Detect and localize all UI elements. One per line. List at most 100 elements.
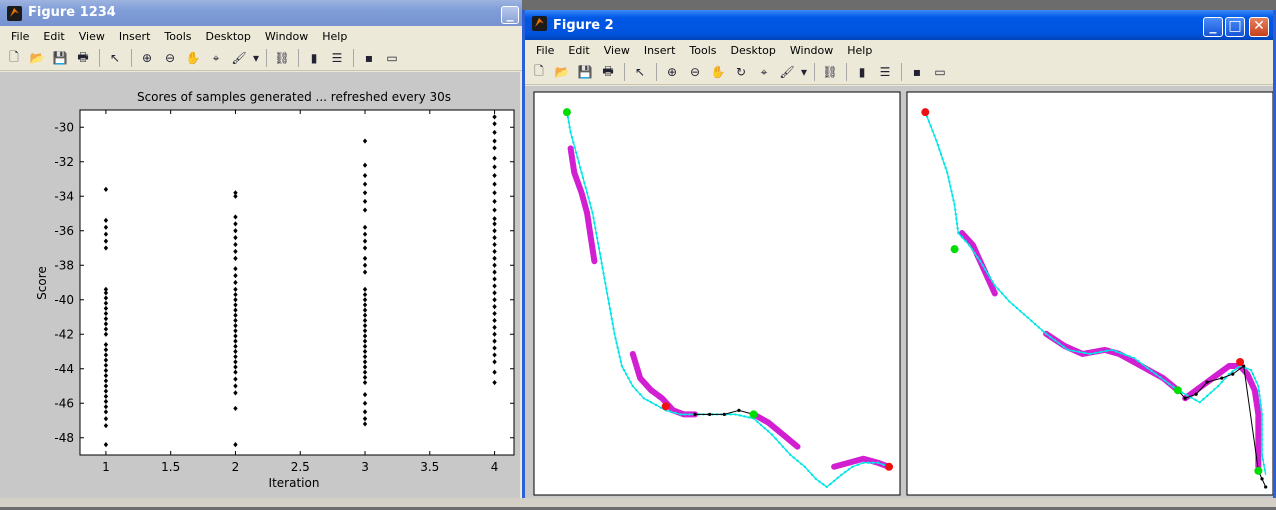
- menu-insert[interactable]: Insert: [118, 29, 151, 43]
- menu-view[interactable]: View: [603, 43, 630, 57]
- menu-desktop[interactable]: Desktop: [205, 29, 251, 43]
- black-point: [1183, 396, 1187, 400]
- dock-icon[interactable]: ▭: [386, 51, 398, 65]
- menu-insert[interactable]: Insert: [643, 43, 676, 57]
- menu-help[interactable]: Help: [847, 43, 873, 57]
- menu-edit[interactable]: Edit: [568, 43, 590, 57]
- print-icon[interactable]: 🖶: [602, 63, 614, 78]
- score-point: [492, 352, 497, 358]
- score-point: [103, 423, 109, 429]
- toolbar-separator: [99, 49, 100, 67]
- save-icon[interactable]: 💾: [577, 65, 593, 79]
- score-point: [492, 297, 497, 303]
- colorbar-icon[interactable]: ▮: [310, 51, 318, 65]
- menu-tools[interactable]: Tools: [689, 43, 717, 57]
- minimize-button[interactable]: _: [501, 6, 519, 24]
- rotate-3d-icon[interactable]: ↻: [735, 65, 747, 79]
- menu-window[interactable]: Window: [264, 29, 309, 43]
- trajectory-point: [747, 416, 751, 419]
- colorbar-icon[interactable]: ▮: [858, 65, 866, 79]
- zoom-in-icon[interactable]: ⊕: [141, 51, 153, 65]
- dock-icon[interactable]: ▭: [934, 65, 946, 79]
- menu-view[interactable]: View: [78, 29, 105, 43]
- black-point: [708, 412, 712, 416]
- trajectory-point: [591, 211, 594, 215]
- minimize-button[interactable]: _: [1203, 17, 1223, 37]
- maximize-button[interactable]: □: [1225, 17, 1245, 37]
- trajectory-point: [931, 129, 934, 133]
- trajectory-point: [1099, 350, 1103, 354]
- score-point: [492, 331, 497, 337]
- trajectory-point: [785, 449, 788, 452]
- new-file-icon[interactable]: 🗋: [534, 63, 544, 78]
- open-folder-icon[interactable]: 📂: [554, 65, 570, 79]
- score-point: [103, 388, 109, 394]
- pointer-icon[interactable]: ↖: [634, 65, 646, 79]
- menu-window[interactable]: Window: [789, 43, 834, 57]
- pan-hand-icon[interactable]: ✋: [185, 51, 201, 65]
- score-point: [362, 224, 368, 230]
- score-point: [492, 359, 497, 365]
- trajectory-point: [600, 262, 603, 265]
- y-tick-label: -40: [54, 293, 74, 307]
- menu-file[interactable]: File: [11, 29, 30, 43]
- menu-tools[interactable]: Tools: [164, 29, 192, 43]
- figure-1234-titlebar[interactable]: Figure 1234 _: [0, 0, 522, 26]
- trajectory-point: [1145, 366, 1149, 369]
- trajectory-point: [927, 120, 931, 123]
- menu-file[interactable]: File: [536, 43, 555, 57]
- brush-dropdown-icon[interactable]: ▾: [800, 65, 808, 79]
- zoom-out-icon[interactable]: ⊖: [689, 65, 701, 79]
- trajectory-point: [976, 256, 979, 259]
- zoom-in-icon[interactable]: ⊕: [666, 65, 678, 79]
- menu-bar: File Edit View Insert Tools Desktop Wind…: [0, 26, 522, 46]
- hide-tools-icon[interactable]: ▪: [364, 51, 374, 65]
- toolbar-separator: [353, 49, 354, 67]
- hide-tools-icon[interactable]: ▪: [912, 65, 922, 79]
- brush-icon[interactable]: 🖌: [231, 51, 247, 65]
- print-icon[interactable]: 🖶: [77, 49, 89, 64]
- data-cursor-icon[interactable]: ⌖: [212, 50, 220, 65]
- trajectory-point: [1037, 326, 1040, 329]
- save-icon[interactable]: 💾: [52, 51, 68, 65]
- score-point: [362, 409, 368, 415]
- trajectory-point: [953, 203, 956, 207]
- menu-edit[interactable]: Edit: [43, 29, 65, 43]
- brush-icon[interactable]: 🖌: [779, 65, 795, 79]
- score-point: [362, 172, 368, 179]
- menu-help[interactable]: Help: [322, 29, 348, 43]
- trajectory-point: [589, 206, 593, 210]
- pointer-icon[interactable]: ↖: [109, 51, 121, 65]
- trajectory-plots[interactable]: [525, 86, 1274, 507]
- score-scatter-chart[interactable]: Scores of samples generated ... refreshe…: [0, 72, 520, 507]
- trajectory-point: [876, 461, 880, 464]
- brush-dropdown-icon[interactable]: ▾: [252, 51, 260, 65]
- open-folder-icon[interactable]: 📂: [29, 51, 45, 65]
- score-point: [362, 207, 368, 213]
- trajectory-point: [1030, 319, 1033, 323]
- score-point: [103, 245, 109, 251]
- score-point: [103, 416, 109, 422]
- link-icon[interactable]: ⛓: [274, 51, 290, 65]
- trajectory-point: [829, 482, 832, 486]
- zoom-out-icon[interactable]: ⊖: [164, 51, 176, 65]
- legend-icon[interactable]: ☰: [331, 51, 343, 65]
- data-cursor-icon[interactable]: ⌖: [760, 64, 768, 79]
- close-button[interactable]: ✕: [1249, 17, 1269, 37]
- trajectory-point: [1202, 397, 1205, 401]
- trajectory-point: [1066, 348, 1070, 352]
- score-point: [233, 193, 238, 199]
- pan-hand-icon[interactable]: ✋: [710, 65, 726, 79]
- figure-2-titlebar[interactable]: Figure 2 _ □ ✕: [525, 10, 1273, 40]
- trajectory-point: [1213, 388, 1216, 391]
- score-point: [362, 328, 368, 334]
- end-marker: [921, 108, 930, 117]
- trajectory-point: [1049, 335, 1052, 339]
- trajectory-point: [659, 406, 663, 409]
- trajectory-point: [957, 231, 960, 235]
- legend-icon[interactable]: ☰: [879, 65, 891, 79]
- link-icon[interactable]: ⛓: [822, 65, 838, 79]
- new-file-icon[interactable]: 🗋: [9, 49, 19, 64]
- menu-desktop[interactable]: Desktop: [730, 43, 776, 57]
- trajectory-point: [1263, 468, 1266, 472]
